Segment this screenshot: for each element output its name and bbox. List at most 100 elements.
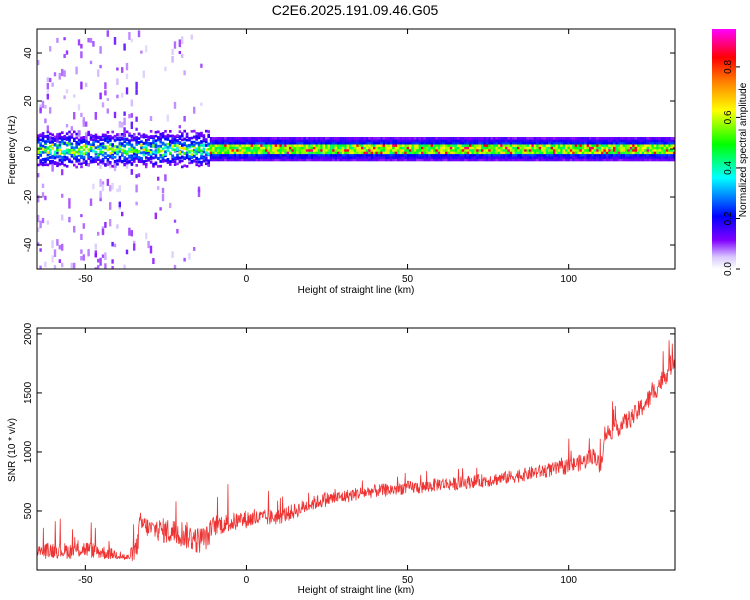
spectrogram-cell bbox=[416, 141, 419, 145]
spectrogram-cell bbox=[574, 137, 578, 140]
spectrogram-cell bbox=[478, 156, 482, 159]
spectrogram-cell bbox=[61, 161, 64, 164]
spectrogram-cell bbox=[591, 156, 594, 159]
spectrogram-cell bbox=[89, 146, 93, 150]
spectrogram-cell bbox=[183, 141, 186, 145]
spectrogram-cell bbox=[356, 137, 359, 140]
spectrogram-cell bbox=[517, 137, 520, 140]
spectrogram-cell bbox=[668, 149, 671, 152]
spectrogram-cell bbox=[656, 158, 659, 162]
spectrogram-cell bbox=[106, 154, 110, 157]
spectrogram-cell bbox=[281, 144, 285, 147]
spectrogram-cell bbox=[356, 149, 359, 152]
spectrogram-cell bbox=[241, 156, 244, 159]
spectrogram-cell bbox=[303, 141, 306, 145]
spectrogram-cell bbox=[123, 111, 126, 116]
spectrogram-cell bbox=[445, 137, 448, 140]
spectrogram-cell bbox=[406, 153, 410, 157]
spectrogram-cell bbox=[188, 253, 191, 260]
spectrogram-cell bbox=[214, 139, 218, 143]
spectrogram-cell bbox=[157, 165, 160, 168]
spectrogram-cell bbox=[368, 146, 371, 150]
spectrogram-cell bbox=[116, 162, 119, 166]
spectrogram-cell bbox=[533, 153, 537, 157]
spectrogram-cell bbox=[209, 151, 213, 155]
spectrogram-cell bbox=[401, 156, 405, 159]
spectrogram-cell bbox=[123, 162, 126, 166]
spectrogram-cell bbox=[37, 163, 40, 167]
spectrogram-cell bbox=[87, 141, 90, 144]
spectrogram-cell bbox=[394, 151, 398, 155]
spectrogram-cell bbox=[413, 153, 417, 157]
spectrogram-cell bbox=[661, 137, 664, 140]
spectrogram-cell bbox=[560, 144, 563, 147]
spectrogram-cell bbox=[58, 132, 62, 136]
spectrogram-cell bbox=[46, 82, 49, 90]
spectrogram-cell bbox=[389, 137, 393, 140]
spectrogram-cell bbox=[353, 149, 357, 152]
spectrogram-cell bbox=[639, 144, 642, 147]
spectrogram-cell bbox=[608, 156, 611, 159]
spectrogram-cell bbox=[505, 144, 508, 147]
spectrogram-cell bbox=[253, 141, 256, 145]
spectrogram-cell bbox=[87, 152, 90, 155]
spectrogram-cell bbox=[406, 149, 410, 152]
spectrogram-cell bbox=[269, 153, 273, 157]
spectrogram-cell bbox=[332, 141, 335, 145]
spectrogram-cell bbox=[505, 149, 508, 152]
snr-y-tick-label: 1000 bbox=[23, 440, 34, 463]
spectrogram-cell bbox=[589, 139, 592, 143]
spectrogram-cell bbox=[543, 149, 546, 152]
spectrogram-cell bbox=[135, 153, 138, 156]
spectrogram-cell bbox=[51, 143, 54, 146]
spectrogram-cell bbox=[598, 139, 602, 143]
spectrogram-cell bbox=[125, 142, 129, 145]
spectrogram-cell bbox=[445, 156, 448, 159]
spectrogram-cell bbox=[329, 146, 333, 150]
spectrogram-cell bbox=[80, 146, 83, 149]
spectrogram-cell bbox=[37, 242, 40, 246]
spectrogram-cell bbox=[466, 144, 470, 147]
spectrogram-cell bbox=[637, 146, 640, 150]
spectrogram-cell bbox=[80, 136, 83, 140]
spectrogram-cell bbox=[207, 159, 210, 163]
spectrogram-cell bbox=[104, 222, 107, 228]
spectrogram-cell bbox=[41, 100, 45, 109]
spectrogram-cell bbox=[185, 144, 189, 148]
spectrogram-cell bbox=[219, 151, 222, 155]
spectrogram-cell bbox=[257, 146, 261, 150]
spectrogram-cell bbox=[135, 138, 138, 142]
spectrogram-cell bbox=[577, 153, 580, 157]
spectrogram-cell bbox=[555, 141, 558, 145]
spectrogram-cell bbox=[466, 146, 470, 150]
spectrogram-cell bbox=[356, 144, 359, 147]
spectrogram-cell bbox=[145, 141, 148, 145]
spectrogram-cell bbox=[111, 144, 114, 148]
spectrogram-cell bbox=[157, 148, 160, 151]
spectrogram-cell bbox=[641, 144, 645, 147]
spectrogram-cell bbox=[519, 139, 522, 143]
spectrogram-cell bbox=[425, 146, 429, 150]
spectrogram-cell bbox=[519, 153, 522, 157]
spectrogram-cell bbox=[557, 141, 561, 145]
spectrogram-cell bbox=[481, 144, 484, 147]
spectrogram-cell bbox=[406, 137, 410, 140]
spectrogram-cell bbox=[457, 158, 460, 162]
spectrogram-cell bbox=[149, 149, 153, 152]
spectrogram-cell bbox=[128, 150, 131, 153]
spectrogram-cell bbox=[646, 144, 650, 147]
spectrogram-cell bbox=[313, 158, 316, 162]
spectrogram-cell bbox=[337, 144, 340, 147]
spectrogram-cell bbox=[365, 156, 369, 159]
spectrogram-cell bbox=[61, 140, 64, 143]
spectrogram-cell bbox=[190, 136, 194, 140]
spectrogram-cell bbox=[200, 152, 203, 156]
spectrogram-cell bbox=[404, 139, 407, 143]
spectrogram-cell bbox=[106, 161, 109, 167]
spectrogram-cell bbox=[128, 148, 131, 151]
spectrogram-cell bbox=[512, 151, 515, 155]
spectrogram-cell bbox=[190, 155, 194, 159]
spectrogram-cell bbox=[593, 146, 597, 150]
spectrogram-cell bbox=[68, 137, 71, 141]
